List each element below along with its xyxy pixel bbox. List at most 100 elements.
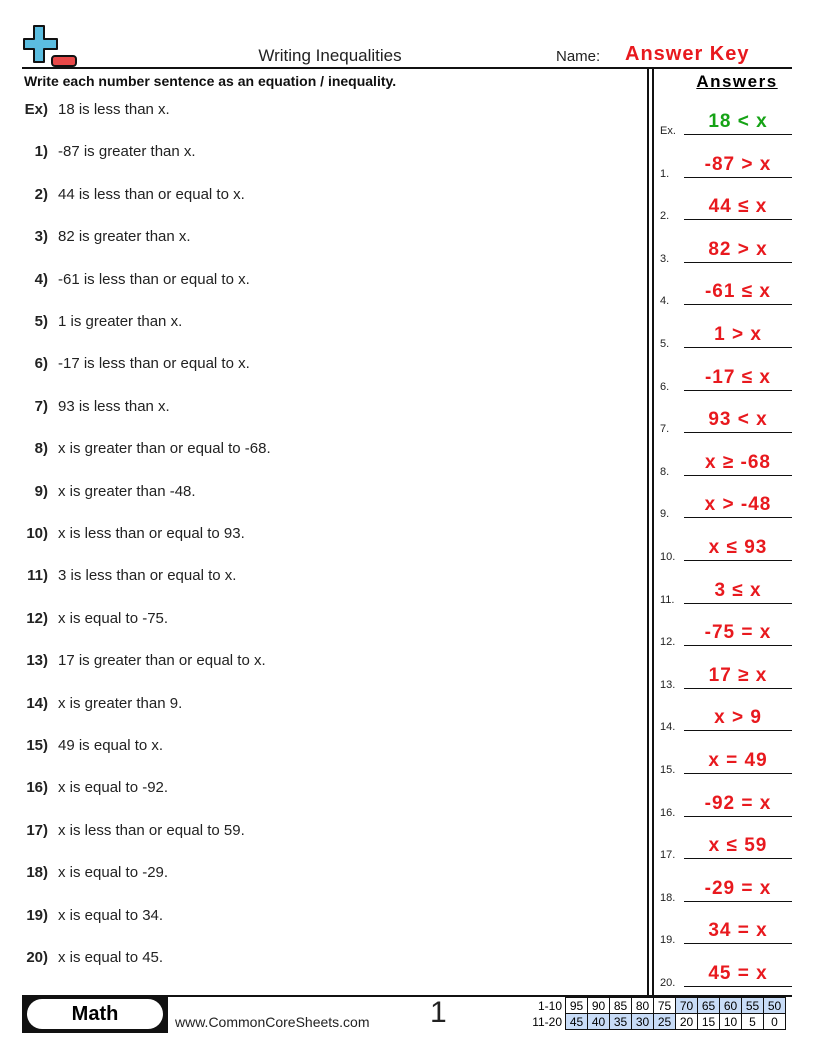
question-text: -17 is less than or equal to x.	[58, 355, 250, 373]
answer-item: 12. -75 = x	[660, 618, 800, 648]
answer-value: 82 > x	[708, 238, 768, 260]
score-row: 1-10 95 90 85 80 75 70 65 60 55 50	[528, 997, 786, 1014]
answer-value: 93 < x	[708, 409, 768, 431]
answer-line	[684, 389, 792, 391]
question-text: x is less than or equal to 93.	[58, 525, 245, 542]
answer-line	[684, 900, 792, 902]
score-cell: 75	[653, 997, 676, 1014]
answer-item: 20. 45 = x	[660, 959, 800, 989]
answer-item: 14. x > 9	[660, 703, 800, 733]
worksheet-title: Writing Inequalities	[258, 46, 402, 65]
page-number: 1	[430, 996, 447, 1029]
answer-value: -61 ≤ x	[704, 281, 771, 303]
answer-line	[684, 474, 792, 476]
site-url: www.CommonCoreSheets.com	[175, 1014, 370, 1030]
score-cell: 35	[609, 1013, 632, 1030]
answer-value: 1 > x	[714, 324, 762, 345]
answer-line	[684, 602, 792, 604]
question-number: 13)	[26, 652, 48, 670]
question-text: x is equal to 34.	[58, 906, 164, 924]
question-number: 12)	[26, 609, 48, 627]
score-row: 11-20 45 40 35 30 25 20 15 10 5 0	[528, 1013, 786, 1030]
score-cell: 5	[741, 1013, 764, 1030]
question-number: 17)	[26, 821, 48, 839]
answer-label: 19.	[660, 934, 676, 947]
answer-line	[684, 176, 792, 178]
question-text: -87 is greater than x.	[58, 143, 196, 161]
question-text: -61 is less than or equal to x.	[58, 270, 250, 288]
score-row-label: 1-10	[537, 998, 562, 1013]
question-text: 93 is less than x.	[58, 397, 170, 415]
question-number: 10)	[26, 525, 48, 542]
score-cell: 65	[697, 997, 720, 1014]
score-cell: 50	[763, 997, 786, 1014]
answer-value: x > -48	[704, 494, 772, 516]
answer-value: 34 = x	[708, 920, 768, 942]
answer-label: 10.	[660, 551, 676, 563]
answer-label: 17.	[660, 849, 676, 862]
column-divider	[647, 69, 649, 995]
score-cell: 15	[697, 1013, 720, 1030]
answer-label: 8.	[660, 465, 670, 478]
answer-item: 18. -29 = x	[660, 874, 800, 904]
answer-line	[684, 986, 792, 987]
question-number: 19)	[26, 906, 48, 924]
answer-line	[684, 432, 792, 434]
answer-item: 5. 1 > x	[660, 320, 800, 350]
answer-label: 12.	[660, 636, 676, 649]
answer-item: 16. -92 = x	[660, 789, 800, 819]
answer-label: 14.	[660, 721, 676, 734]
answer-line	[684, 815, 792, 817]
answer-item: 13. 17 ≥ x	[660, 661, 800, 691]
question-number: 3)	[34, 228, 48, 246]
question-text: 82 is greater than x.	[58, 228, 191, 246]
question-text: 3 is less than or equal to x.	[58, 567, 237, 585]
answer-label: 11.	[660, 593, 675, 606]
answer-item: 3. 82 > x	[660, 235, 800, 265]
answer-line	[684, 261, 792, 263]
question-number: 15)	[26, 737, 48, 754]
score-cell: 40	[587, 1013, 610, 1030]
question-number: 14)	[26, 694, 48, 712]
score-cell: 90	[587, 997, 610, 1014]
question-number: 4)	[34, 270, 48, 288]
answer-line	[684, 773, 792, 774]
answer-item: 7. 93 < x	[660, 405, 800, 435]
answer-label: 6.	[660, 380, 670, 393]
answer-value: 45 = x	[708, 963, 768, 984]
instructions: Write each number sentence as an equatio…	[24, 73, 397, 89]
question-text: 44 is less than or equal to x.	[58, 185, 245, 203]
answer-value: x ≥ -68	[704, 451, 771, 473]
answer-label: 5.	[660, 338, 670, 350]
question-number: 2)	[34, 185, 48, 203]
answer-label: 13.	[660, 678, 676, 691]
answer-line	[684, 943, 792, 945]
question-number: 9)	[34, 482, 48, 500]
answer-line	[684, 645, 792, 647]
answers-heading: Answers	[660, 72, 814, 92]
answer-item: 2. 44 ≤ x	[660, 192, 800, 222]
score-cell: 20	[675, 1013, 698, 1030]
score-cell: 0	[763, 1013, 786, 1030]
answer-label: 1.	[660, 167, 670, 180]
answer-value: -92 = x	[704, 792, 772, 814]
score-cell: 10	[719, 1013, 742, 1030]
question-number: 16)	[26, 779, 48, 797]
question-text: x is equal to -92.	[58, 779, 169, 797]
score-cell: 80	[631, 997, 654, 1014]
question-text: x is less than or equal to 59.	[58, 821, 245, 839]
answer-value: -17 ≤ x	[704, 366, 771, 388]
question-text: x is equal to 45.	[58, 949, 164, 966]
answer-value: 44 ≤ x	[708, 196, 768, 218]
answer-item: 17. x ≤ 59	[660, 831, 800, 861]
score-cell: 70	[675, 997, 698, 1014]
question-text: 49 is equal to x.	[58, 737, 164, 754]
answer-item: 15. x = 49	[660, 746, 800, 776]
question-text: x is greater than or equal to -68.	[58, 440, 271, 458]
answer-label: 4.	[660, 295, 670, 308]
answer-line	[684, 858, 792, 860]
answer-label: 15.	[660, 764, 676, 776]
answer-value: x ≤ 59	[708, 835, 768, 857]
answer-label: 18.	[660, 891, 676, 904]
